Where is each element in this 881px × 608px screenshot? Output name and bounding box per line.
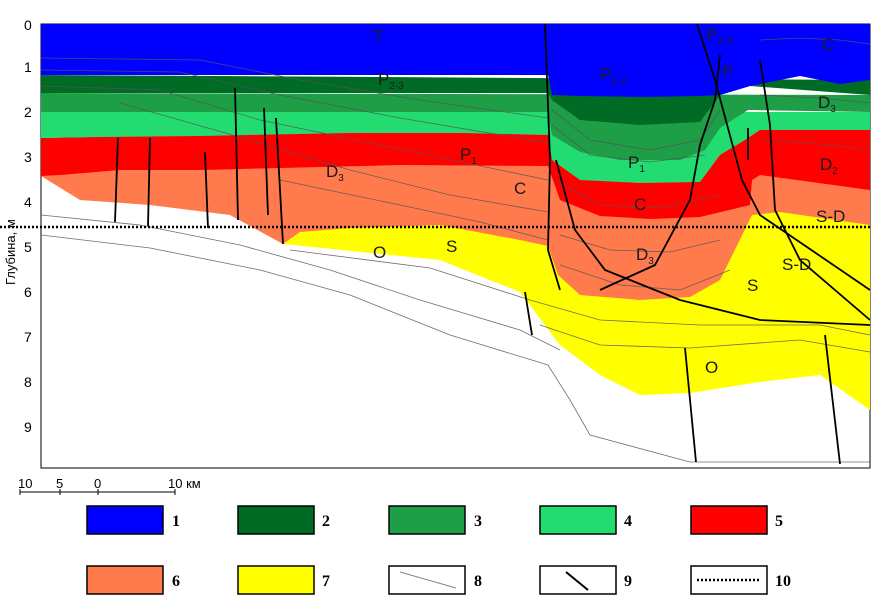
y-tick-label: 7 <box>24 329 32 345</box>
fault-line <box>275 117 284 245</box>
legend-swatch-3 <box>388 505 466 535</box>
fault-line <box>234 87 239 221</box>
unit-label-P1-left: P1 <box>460 145 477 167</box>
fault-line <box>524 291 533 336</box>
bed-line <box>40 57 549 119</box>
bed-line <box>551 124 706 163</box>
legend-number-7: 7 <box>322 573 330 590</box>
bed-line <box>289 249 871 336</box>
scale-bar: 10 5 0 10 км <box>18 476 201 495</box>
legend-number-8: 8 <box>474 573 482 590</box>
bed-line <box>551 109 721 151</box>
unit-label-C-center: C <box>634 195 646 214</box>
bed-line <box>759 37 871 45</box>
legend-number-10: 10 <box>775 573 791 590</box>
y-tick-label: 6 <box>24 284 32 300</box>
fault-line <box>555 159 871 326</box>
unit-label-P23-right: P2-3 <box>706 25 732 47</box>
bed-line <box>40 85 549 181</box>
legend-number-4: 4 <box>624 513 632 530</box>
legend-swatch-6 <box>86 565 164 595</box>
scale-label: 5 <box>56 476 63 491</box>
bed-line <box>764 139 871 151</box>
y-axis-title: Глубина, м <box>3 219 18 285</box>
unit-label-C-left: C <box>514 179 526 198</box>
unit-label-D3-center: D3 <box>636 245 654 267</box>
unit-label-S-left: S <box>446 237 457 256</box>
legend-swatch-7 <box>237 565 315 595</box>
legend-swatch-5 <box>690 505 768 535</box>
legend-number-6: 6 <box>172 573 180 590</box>
fault-line <box>696 23 871 291</box>
legend-swatch-2 <box>237 505 315 535</box>
unit-label-P1-center: P1 <box>628 153 645 175</box>
bed-line <box>759 94 871 104</box>
fault-line <box>599 54 721 291</box>
y-tick-label: 9 <box>24 419 32 435</box>
legend-number-9: 9 <box>624 573 632 590</box>
legend-swatch-8 <box>388 565 466 595</box>
unit-label-O-left: O <box>373 243 386 262</box>
unit-label-T: T <box>373 27 383 46</box>
fault-line <box>263 107 269 216</box>
fault-line <box>114 137 119 223</box>
unit-label-P23-center: P2-3 <box>600 65 626 87</box>
legend-number-1: 1 <box>172 513 180 530</box>
bed-line <box>40 214 561 351</box>
y-tick-label: 8 <box>24 374 32 390</box>
bed-line <box>539 324 871 353</box>
legend-fault-sample <box>565 571 589 591</box>
bed-line <box>40 234 870 463</box>
unit-label-O-bottom: O <box>705 358 718 377</box>
y-tick-label: 4 <box>24 194 32 210</box>
scale-label: 10 <box>18 476 32 491</box>
bed-line <box>279 179 549 241</box>
unit-label-D3-right: D3 <box>818 93 836 115</box>
fault-line <box>147 137 151 227</box>
unit-label-SD-right: S-D <box>816 207 845 226</box>
unit-label-SD-center: S-D <box>782 255 811 274</box>
fault-lines <box>114 23 871 465</box>
fault-line <box>759 59 871 321</box>
y-tick-label: 0 <box>24 17 32 33</box>
legend-number-2: 2 <box>322 513 330 530</box>
legend: 1 2 3 4 5 6 7 8 9 10 <box>86 505 791 595</box>
fault-line <box>544 23 561 291</box>
thin-bed-lines <box>40 37 871 463</box>
layer-1-blue <box>41 24 870 97</box>
unit-label-P-right: P <box>722 62 733 81</box>
legend-swatch-9 <box>539 565 617 595</box>
legend-number-3: 3 <box>474 513 482 530</box>
unit-label-D2-right: D2 <box>820 155 838 177</box>
y-tick-label: 3 <box>24 149 32 165</box>
fault-line <box>824 334 841 465</box>
y-axis: 0 1 2 3 4 5 6 7 8 9 Глубина, м <box>3 17 32 435</box>
unit-label-S-right: S <box>747 276 758 295</box>
unit-label-C-top-right: C <box>822 35 834 54</box>
bed-line <box>40 69 549 144</box>
y-tick-label: 2 <box>24 104 32 120</box>
legend-number-5: 5 <box>775 513 783 530</box>
unit-labels: T P2-3 P2-3 P2-3 P C D3 D2 P1 P1 D3 C C … <box>326 25 845 377</box>
scale-label: 0 <box>94 476 101 491</box>
legend-swatch-1 <box>86 505 164 535</box>
fault-line <box>684 347 697 463</box>
legend-thin-line-sample <box>399 571 457 589</box>
legend-swatch-4 <box>539 505 617 535</box>
scale-label: 10 км <box>168 476 201 491</box>
fault-line <box>204 151 209 229</box>
unit-label-P23-left: P2-3 <box>378 70 404 92</box>
bed-line <box>119 102 549 213</box>
unit-label-D3-left: D3 <box>326 162 344 184</box>
y-tick-label: 1 <box>24 59 32 75</box>
y-tick-label: 5 <box>24 239 32 255</box>
